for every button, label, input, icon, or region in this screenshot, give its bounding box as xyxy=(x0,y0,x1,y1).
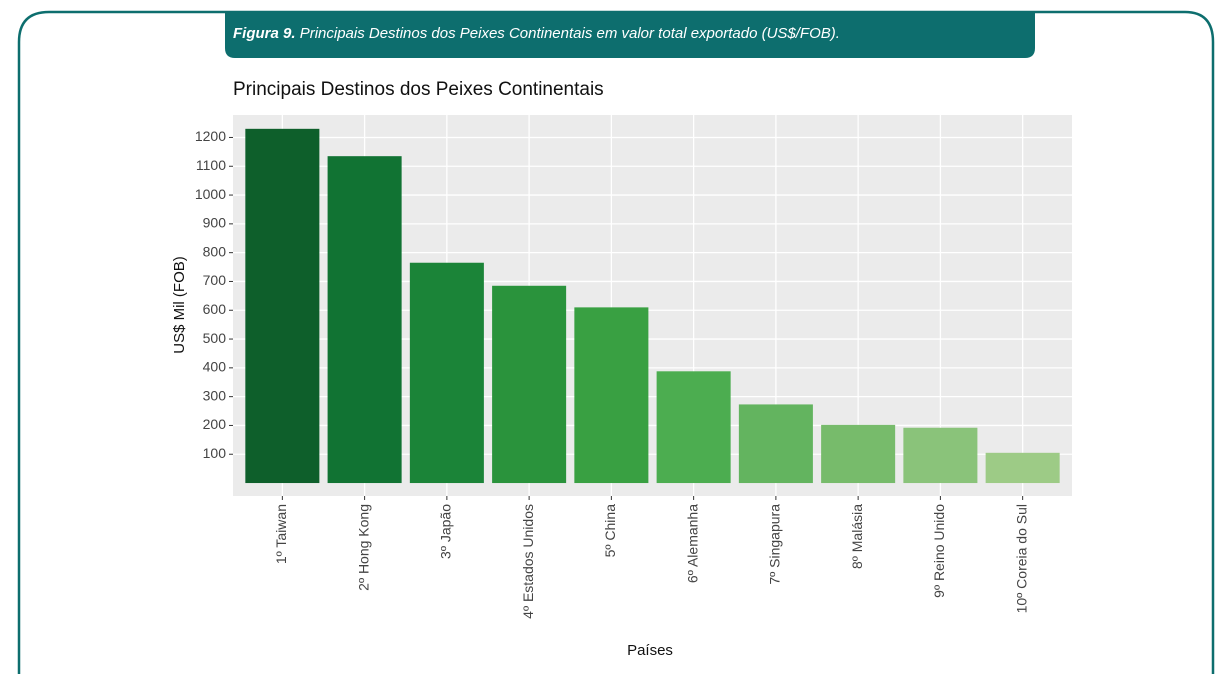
bar xyxy=(985,452,1060,484)
bar xyxy=(903,427,978,484)
y-tick-label: 1000 xyxy=(195,186,226,202)
y-tick-label: 100 xyxy=(203,445,227,461)
x-tick-label: 8º Malásia xyxy=(849,504,865,569)
x-tick-label: 9º Reino Unido xyxy=(931,504,947,598)
bar xyxy=(738,404,813,484)
x-tick-label: 7º Singapura xyxy=(767,504,783,585)
bar xyxy=(327,156,402,484)
x-tick-label: 2º Hong Kong xyxy=(355,504,371,591)
x-axis-title: Países xyxy=(627,642,673,659)
y-tick-label: 900 xyxy=(203,215,227,231)
y-tick-label: 800 xyxy=(203,243,227,259)
x-tick-label: 1º Taiwan xyxy=(273,504,289,564)
x-tick-label: 5º China xyxy=(602,504,618,558)
header-tab xyxy=(225,12,1035,58)
y-tick-label: 200 xyxy=(203,416,227,432)
x-tick-label: 6º Alemanha xyxy=(684,504,700,583)
bar xyxy=(409,262,484,484)
y-tick-label: 600 xyxy=(203,301,227,317)
bar xyxy=(821,424,896,484)
x-tick-label: 10º Coreia do Sul xyxy=(1013,504,1029,613)
bar xyxy=(656,371,731,484)
bar xyxy=(574,307,649,484)
y-tick-label: 1100 xyxy=(196,157,226,173)
chart-title: Principais Destinos dos Peixes Continent… xyxy=(233,79,604,100)
x-tick-label: 3º Japão xyxy=(438,504,454,559)
header: Figura 9. Principais Destinos dos Peixes… xyxy=(233,25,840,42)
y-tick-label: 400 xyxy=(203,359,227,375)
y-axis-title: US$ Mil (FOB) xyxy=(171,256,188,354)
y-tick-label: 700 xyxy=(203,272,227,288)
x-tick-label: 4º Estados Unidos xyxy=(520,504,536,619)
bar xyxy=(492,285,567,484)
y-tick-label: 1200 xyxy=(195,128,226,144)
y-tick-label: 500 xyxy=(203,330,227,346)
y-tick-label: 300 xyxy=(203,387,227,403)
bar xyxy=(245,128,320,484)
figure-label: Figura 9. xyxy=(233,25,296,42)
figure-caption: Principais Destinos dos Peixes Continent… xyxy=(300,25,840,42)
